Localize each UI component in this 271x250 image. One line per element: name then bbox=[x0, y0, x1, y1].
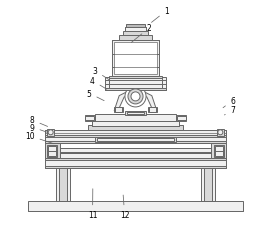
Bar bbox=[45, 141, 226, 143]
Bar bbox=[47, 129, 54, 136]
Bar bbox=[59, 168, 67, 201]
Text: 6: 6 bbox=[223, 96, 235, 108]
Bar bbox=[85, 116, 95, 121]
Bar bbox=[92, 122, 179, 126]
Text: 2: 2 bbox=[131, 24, 151, 43]
Bar bbox=[28, 201, 243, 211]
Bar bbox=[48, 146, 56, 156]
Bar bbox=[56, 168, 70, 201]
Text: 10: 10 bbox=[25, 132, 54, 144]
Bar bbox=[119, 36, 152, 41]
Text: 11: 11 bbox=[88, 189, 97, 220]
Bar bbox=[109, 77, 162, 78]
Bar bbox=[92, 122, 179, 126]
Text: 3: 3 bbox=[92, 67, 110, 81]
Bar bbox=[45, 136, 226, 137]
Text: 4: 4 bbox=[90, 77, 107, 90]
Bar bbox=[214, 146, 224, 157]
Bar bbox=[45, 159, 226, 161]
Bar bbox=[211, 144, 226, 159]
Bar bbox=[127, 112, 144, 115]
Bar bbox=[45, 159, 226, 169]
Circle shape bbox=[218, 130, 223, 135]
Bar bbox=[45, 148, 226, 152]
Bar bbox=[217, 129, 224, 136]
Bar bbox=[112, 41, 159, 77]
Bar bbox=[123, 32, 148, 36]
Bar bbox=[88, 126, 183, 130]
Circle shape bbox=[131, 92, 140, 102]
Bar bbox=[95, 114, 176, 122]
Text: 12: 12 bbox=[120, 195, 130, 220]
Text: 8: 8 bbox=[30, 116, 48, 127]
Text: 5: 5 bbox=[87, 89, 104, 101]
Bar bbox=[85, 116, 94, 121]
Bar bbox=[125, 112, 146, 116]
Bar bbox=[109, 78, 162, 88]
Bar bbox=[45, 167, 226, 169]
Bar bbox=[112, 41, 159, 77]
Bar bbox=[96, 138, 175, 141]
Bar bbox=[114, 108, 123, 113]
Circle shape bbox=[48, 130, 53, 135]
Bar bbox=[45, 130, 226, 136]
Bar bbox=[125, 28, 146, 32]
Bar bbox=[215, 146, 223, 156]
Bar bbox=[204, 168, 212, 201]
Bar bbox=[125, 28, 146, 32]
Polygon shape bbox=[114, 91, 157, 111]
Bar bbox=[45, 148, 226, 152]
Bar bbox=[201, 168, 215, 201]
Circle shape bbox=[128, 90, 143, 104]
Bar bbox=[45, 130, 226, 136]
Bar bbox=[149, 108, 156, 112]
Bar bbox=[45, 144, 60, 159]
Bar bbox=[45, 154, 226, 158]
Bar bbox=[115, 108, 122, 112]
Bar bbox=[105, 88, 166, 90]
Circle shape bbox=[125, 86, 146, 108]
Bar bbox=[176, 116, 186, 121]
Bar bbox=[47, 146, 57, 157]
Text: 7: 7 bbox=[224, 106, 235, 116]
Bar bbox=[177, 116, 186, 121]
Bar bbox=[45, 136, 226, 143]
Bar bbox=[114, 43, 157, 75]
Bar bbox=[105, 78, 166, 90]
Bar bbox=[28, 204, 243, 208]
Bar bbox=[28, 204, 243, 211]
Bar bbox=[45, 154, 226, 158]
Text: 9: 9 bbox=[30, 123, 47, 133]
Bar bbox=[126, 25, 145, 28]
Text: 1: 1 bbox=[151, 7, 169, 23]
Bar bbox=[95, 138, 176, 142]
Bar bbox=[148, 108, 157, 113]
